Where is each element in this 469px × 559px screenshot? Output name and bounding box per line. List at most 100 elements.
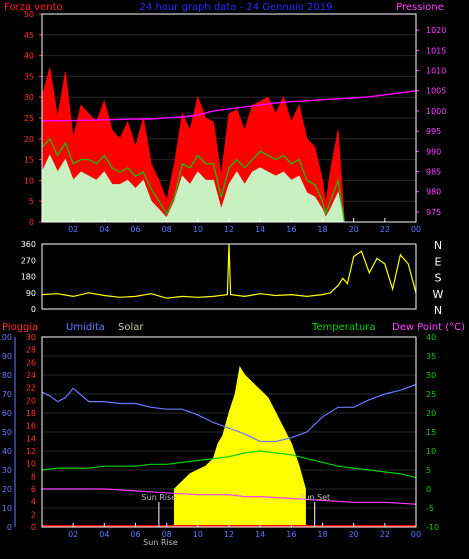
wind-tick-label: 25: [24, 114, 34, 123]
temperature-line: [41, 450, 417, 479]
wind-tick-label: 35: [24, 72, 34, 81]
humidity-tick-label: 10: [2, 504, 12, 513]
temperature-tick-label: -10: [426, 523, 439, 532]
wind-tick-label: 5: [29, 197, 34, 206]
wind-tick-label: 40: [24, 52, 34, 61]
x-tick-label: 18: [317, 225, 327, 234]
humidity-tick-label: 30: [2, 466, 12, 475]
humidity-axis-label: Umidita: [66, 322, 105, 333]
compass-label: S: [435, 272, 442, 285]
x-tick-label: 06: [130, 530, 140, 539]
rain-tick-label: 22: [26, 384, 36, 393]
x-tick-label: 12: [224, 530, 234, 539]
rain-tick-label: 14: [26, 434, 36, 443]
pressure-tick-label: 1010: [426, 67, 446, 76]
humidity-tick-label: 90: [2, 352, 12, 361]
sunset-label: Sun Set: [299, 493, 330, 502]
rain-tick-label: 26: [26, 358, 36, 367]
wind-tick-label: 20: [24, 135, 34, 144]
wind-tick-label: 15: [24, 156, 34, 165]
sunrise-label: Sun Rise: [142, 493, 177, 502]
x-tick-label: 06: [130, 225, 140, 234]
pressure-tick-label: 1005: [426, 87, 446, 96]
plot-frame: [41, 243, 417, 310]
temperature-tick-label: 0: [426, 485, 431, 494]
humidity-tick-label: 100: [0, 333, 12, 342]
x-tick-label: 16: [286, 530, 296, 539]
x-tick-label: 04: [99, 530, 109, 539]
temperature-tick-label: 35: [426, 352, 436, 361]
temperature-tick-label: -5: [426, 504, 434, 513]
temperature-tick-label: 20: [426, 409, 436, 418]
pressure-tick-label: 1020: [426, 26, 446, 35]
compass-label: N: [434, 239, 442, 252]
humidity-line: [41, 383, 417, 443]
x-tick-label: 10: [193, 530, 203, 539]
temperature-tick-label: 40: [426, 333, 436, 342]
wind-tick-label: 30: [24, 93, 34, 102]
x-tick-label: 22: [380, 225, 390, 234]
wind-tick-label: 45: [24, 31, 34, 40]
x-tick-label: 22: [380, 530, 390, 539]
pressure-tick-label: 1000: [426, 107, 446, 116]
x-tick-label: 14: [255, 530, 265, 539]
rain-tick-label: 2: [31, 510, 36, 519]
rain-tick-label: 20: [26, 396, 36, 405]
pressure-tick-label: 985: [426, 168, 441, 177]
direction-tick-label: 0: [31, 305, 36, 314]
x-tick-label: 02: [68, 225, 78, 234]
rain-tick-label: 6: [31, 485, 36, 494]
wind-direction-line: [41, 243, 417, 299]
humidity-tick-label: 50: [2, 428, 12, 437]
wind-tick-label: 0: [29, 218, 34, 227]
humidity-tick-label: 70: [2, 390, 12, 399]
dewpoint-axis-label: Dew Point (°C): [392, 322, 465, 333]
wind-average-area: [41, 154, 345, 223]
humidity-tick-label: 60: [2, 409, 12, 418]
pressure-tick-label: 995: [426, 127, 441, 136]
direction-tick-label: 270: [21, 256, 36, 265]
rain-tick-label: 0: [31, 523, 36, 532]
rain-tick-label: 24: [26, 371, 36, 380]
rain-humidity-temperature-panel: 0246810121416182022242628300102030405060…: [0, 333, 439, 547]
rain-tick-label: 4: [31, 498, 36, 507]
humidity-tick-label: 0: [7, 523, 12, 532]
compass-label: N: [434, 304, 442, 317]
x-tick-label: 18: [317, 530, 327, 539]
x-tick-label: 16: [286, 225, 296, 234]
rain-tick-label: 28: [26, 346, 36, 355]
solar-axis-label: Solar: [118, 322, 144, 333]
pressure-tick-label: 975: [426, 208, 441, 217]
temperature-tick-label: 30: [426, 371, 436, 380]
pressure-tick-label: 990: [426, 147, 441, 156]
x-tick-label: 10: [193, 225, 203, 234]
pressure-line: [41, 90, 417, 122]
compass-label: W: [433, 288, 444, 301]
x-tick-label: 20: [349, 225, 359, 234]
temperature-tick-label: 25: [426, 390, 436, 399]
wind-tick-label: 50: [24, 10, 34, 19]
temperature-tick-label: 15: [426, 428, 436, 437]
sunrise-label-axis: Sun Rise: [143, 538, 178, 547]
wind-tick-label: 10: [24, 176, 34, 185]
dewpoint-line: [42, 488, 417, 505]
rain-tick-label: 30: [26, 333, 36, 342]
humidity-tick-label: 20: [2, 485, 12, 494]
wind-average-line: [41, 137, 345, 223]
rain-tick-label: 8: [31, 472, 36, 481]
x-tick-label: 00: [411, 530, 421, 539]
chart-title: 24 hour graph data - 24 Gennaio 2019: [139, 2, 332, 13]
x-tick-label: 20: [349, 530, 359, 539]
temperature-axis-label: Temperatura: [311, 322, 376, 333]
rain-tick-label: 10: [26, 460, 36, 469]
rain-axis-label: Pioggia: [2, 322, 38, 333]
x-tick-label: 14: [255, 225, 265, 234]
direction-tick-label: 360: [21, 240, 36, 249]
x-tick-label: 04: [99, 225, 109, 234]
wind-pressure-panel: 0 5 10 15 20 25 30 35 40 45 50 975 980 985 990 995 1000 1…: [24, 10, 447, 234]
humidity-tick-label: 80: [2, 371, 12, 380]
pressure-tick-label: 980: [426, 188, 441, 197]
